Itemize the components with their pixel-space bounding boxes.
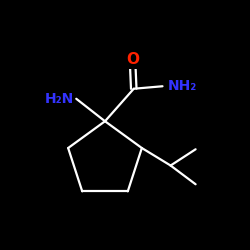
Text: NH₂: NH₂ bbox=[168, 79, 197, 93]
Text: H₂N: H₂N bbox=[44, 92, 74, 106]
Text: O: O bbox=[126, 52, 139, 68]
